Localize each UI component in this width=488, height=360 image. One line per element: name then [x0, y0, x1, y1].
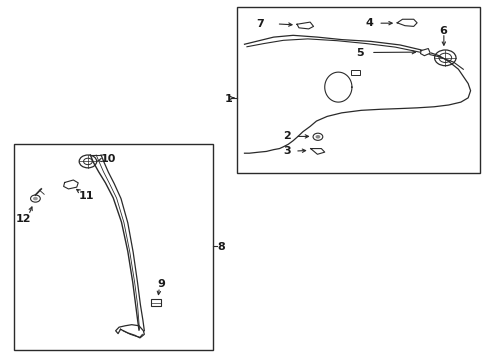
- Circle shape: [33, 197, 38, 201]
- Polygon shape: [296, 22, 313, 29]
- Bar: [237, 7, 479, 173]
- Text: 9: 9: [157, 279, 164, 289]
- Text: 5: 5: [356, 48, 363, 58]
- Polygon shape: [396, 19, 416, 26]
- Bar: [14, 144, 212, 350]
- Circle shape: [315, 135, 320, 139]
- Bar: [150, 299, 161, 306]
- Polygon shape: [63, 180, 78, 189]
- Text: 4: 4: [365, 18, 372, 28]
- Bar: [351, 70, 360, 75]
- Polygon shape: [310, 149, 324, 154]
- Text: 1: 1: [224, 94, 232, 104]
- Polygon shape: [420, 49, 429, 56]
- Text: 3: 3: [283, 147, 290, 157]
- Text: 12: 12: [16, 214, 31, 224]
- Text: 6: 6: [438, 26, 446, 36]
- Text: 7: 7: [256, 19, 264, 29]
- Text: 10: 10: [101, 154, 116, 164]
- Text: 2: 2: [283, 131, 290, 141]
- Text: 8: 8: [217, 242, 225, 252]
- Text: 11: 11: [78, 191, 94, 201]
